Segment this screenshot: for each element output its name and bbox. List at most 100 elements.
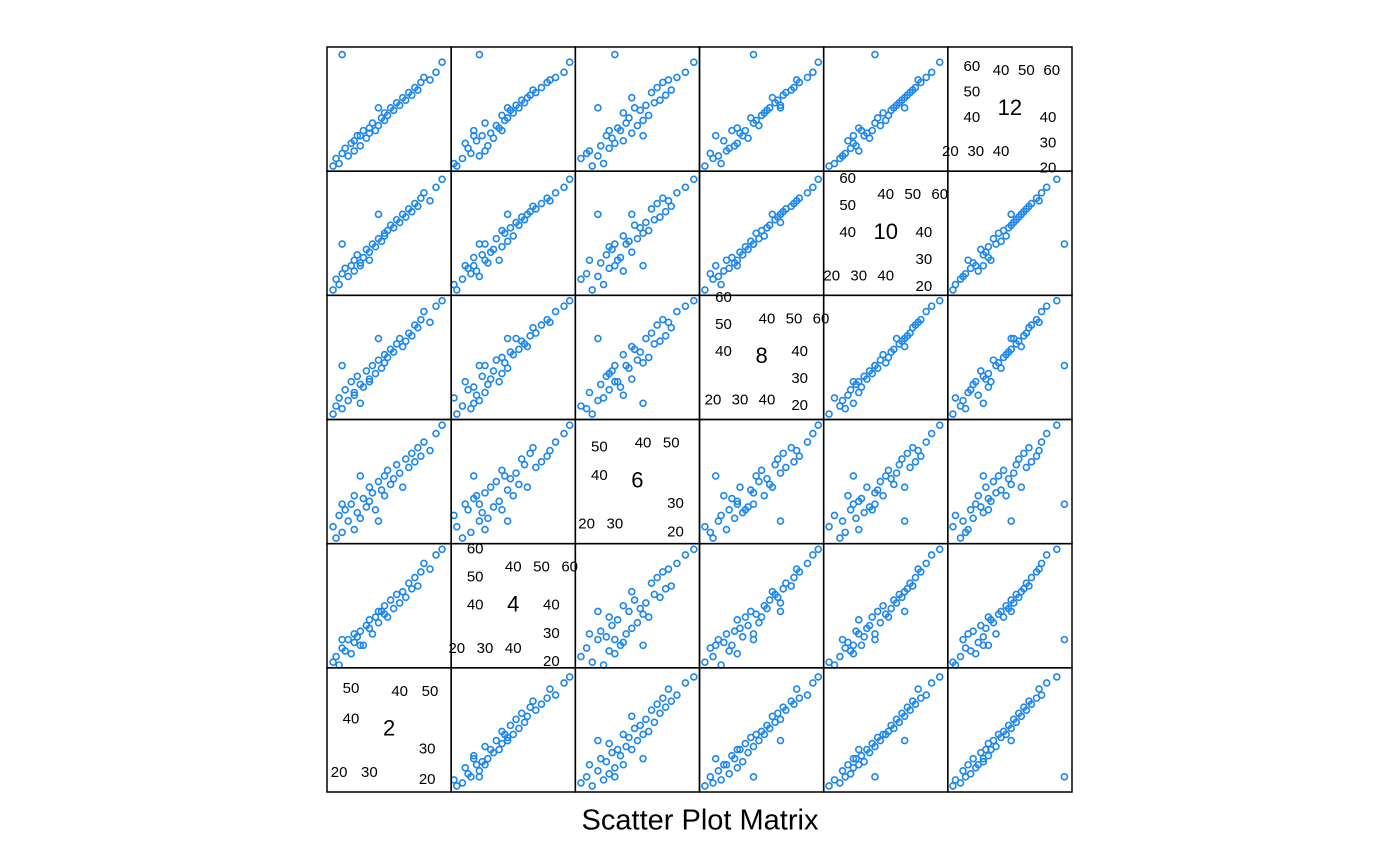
point	[911, 573, 920, 582]
point	[475, 773, 484, 781]
point	[368, 361, 377, 370]
point	[733, 256, 742, 265]
point	[585, 630, 594, 638]
panel	[577, 175, 698, 294]
point	[838, 767, 847, 775]
point	[374, 477, 383, 486]
point	[503, 334, 512, 343]
point	[565, 58, 574, 67]
point	[329, 658, 337, 666]
point	[636, 106, 645, 115]
point	[1060, 361, 1069, 370]
point	[825, 782, 833, 790]
point	[741, 613, 750, 621]
point	[730, 142, 739, 150]
point	[432, 429, 440, 438]
point	[596, 142, 605, 150]
point	[982, 483, 990, 492]
variable-name: 2	[383, 716, 395, 741]
point	[871, 635, 879, 644]
point	[526, 703, 534, 712]
point	[350, 491, 359, 500]
point	[927, 302, 936, 310]
point	[639, 754, 647, 763]
point	[356, 261, 365, 270]
panel	[450, 673, 574, 790]
point	[768, 483, 777, 492]
point	[374, 607, 383, 616]
point	[596, 259, 605, 267]
point	[625, 114, 633, 122]
point	[509, 730, 518, 739]
point	[627, 210, 636, 219]
point	[917, 694, 925, 702]
tick-label-bottom: 20	[331, 764, 348, 781]
point	[625, 733, 633, 742]
point	[949, 410, 957, 418]
point	[844, 391, 852, 400]
point	[935, 58, 944, 67]
point	[1027, 458, 1036, 466]
point	[509, 491, 518, 500]
point	[585, 760, 594, 769]
point	[481, 489, 489, 497]
point	[787, 86, 796, 94]
point	[741, 739, 750, 748]
point	[588, 410, 597, 418]
tick-label-top: 50	[786, 310, 803, 327]
point	[844, 491, 852, 500]
point	[594, 635, 602, 644]
point	[1052, 421, 1061, 429]
point	[653, 573, 661, 582]
point	[792, 565, 801, 573]
point	[857, 751, 866, 760]
point	[814, 673, 823, 681]
point	[398, 587, 407, 596]
tick-label-left: 40	[591, 467, 608, 484]
point	[469, 754, 478, 763]
point	[350, 525, 359, 534]
point	[854, 745, 863, 754]
tick-label-top: 40	[759, 310, 776, 327]
point	[690, 296, 698, 305]
point	[900, 517, 909, 525]
point	[438, 175, 446, 184]
point	[383, 111, 392, 120]
point	[537, 199, 546, 208]
point	[347, 261, 356, 270]
point	[849, 754, 858, 763]
point	[746, 733, 755, 742]
point	[438, 545, 446, 554]
point	[461, 139, 470, 148]
point	[830, 776, 839, 784]
point	[956, 652, 965, 661]
point	[374, 121, 383, 130]
point	[389, 604, 398, 613]
point	[1052, 673, 1061, 681]
point	[976, 367, 985, 375]
point	[560, 302, 568, 310]
point	[966, 506, 975, 514]
point	[1060, 773, 1069, 781]
point	[733, 763, 742, 772]
point	[332, 534, 340, 542]
point	[914, 76, 922, 84]
point	[741, 242, 750, 251]
point	[353, 508, 362, 517]
variable-name: 8	[755, 343, 767, 368]
point	[908, 582, 917, 590]
point	[863, 745, 871, 754]
point	[353, 131, 362, 140]
point	[887, 604, 895, 613]
point	[1060, 635, 1069, 644]
point	[374, 334, 383, 343]
point	[779, 585, 787, 593]
tick-label-bottom: 30	[606, 516, 623, 533]
point	[377, 364, 386, 373]
point	[690, 58, 698, 67]
tick-label-right: 20	[543, 653, 560, 670]
point	[706, 528, 715, 537]
point	[979, 754, 988, 763]
point	[529, 697, 537, 705]
